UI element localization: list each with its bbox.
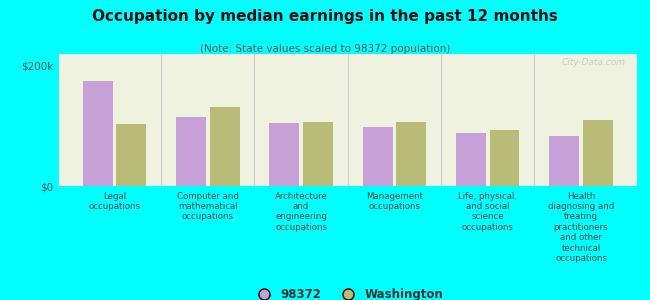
Bar: [176, 117, 206, 186]
Bar: [116, 124, 146, 186]
Bar: [549, 136, 579, 186]
Bar: [396, 122, 426, 186]
Bar: [583, 120, 613, 186]
Bar: [303, 122, 333, 186]
Text: Occupation by median earnings in the past 12 months: Occupation by median earnings in the pas…: [92, 9, 558, 24]
Bar: [456, 133, 486, 186]
Text: City-Data.com: City-Data.com: [562, 58, 625, 67]
Text: (Note: State values scaled to 98372 population): (Note: State values scaled to 98372 popu…: [200, 44, 450, 53]
Bar: [269, 123, 299, 186]
Bar: [210, 107, 239, 186]
Bar: [489, 130, 519, 186]
Bar: [363, 127, 393, 186]
Bar: [83, 81, 112, 186]
Legend: 98372, Washington: 98372, Washington: [248, 283, 448, 300]
